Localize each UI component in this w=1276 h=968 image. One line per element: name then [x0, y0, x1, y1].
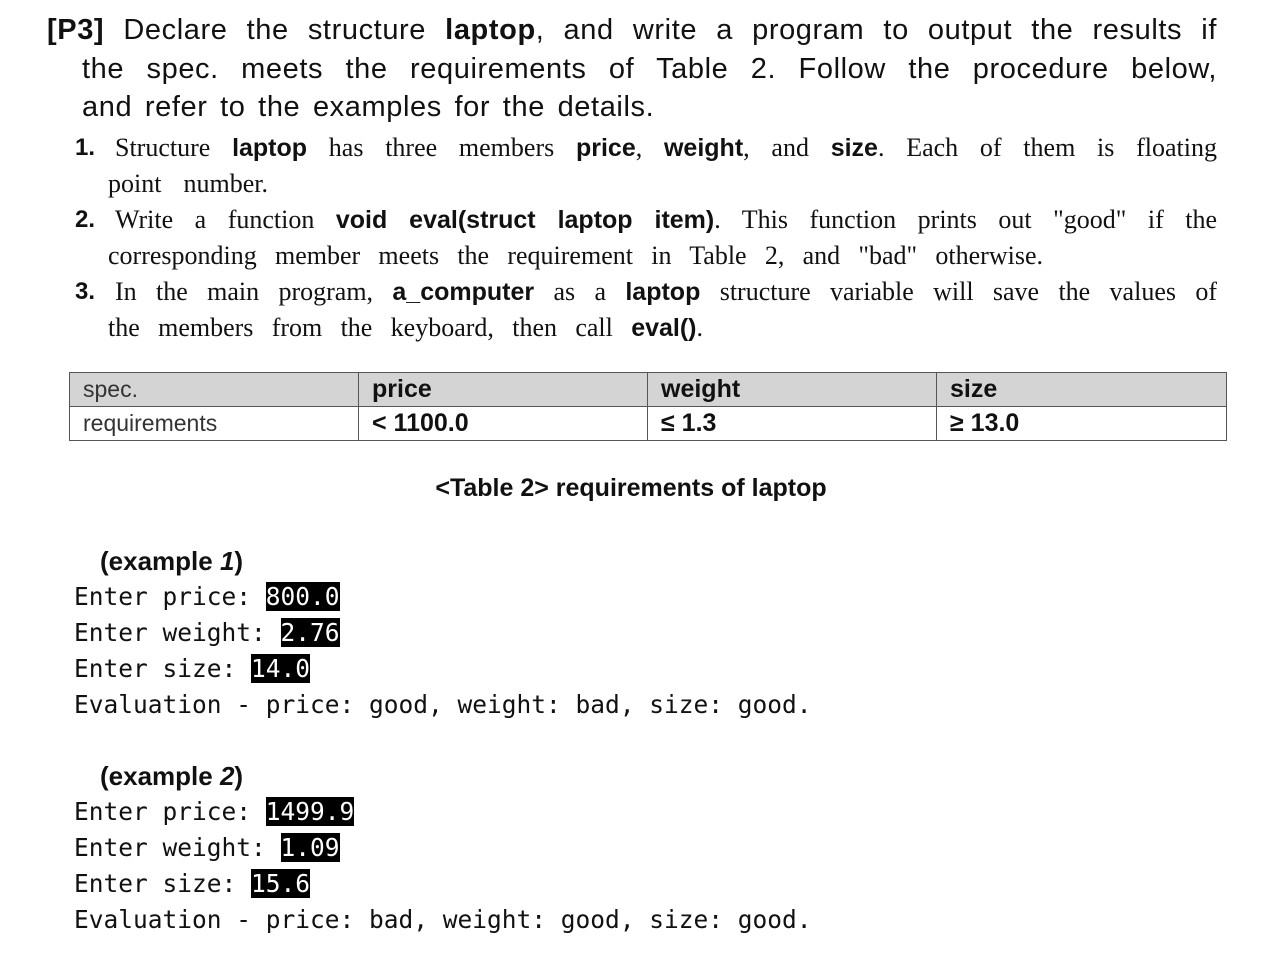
- prompt-text: Enter price:: [74, 797, 266, 826]
- text-span: corresponding member meets the requireme…: [108, 241, 1043, 270]
- prompt-line: Enter price: 800.0: [74, 582, 340, 611]
- example-label: (example 2): [100, 761, 243, 792]
- text-span: structure variable will save the values …: [700, 277, 1217, 306]
- table-caption: <Table 2> requirements of laptop: [435, 474, 827, 502]
- evaluation-output: Evaluation - price: good, weight: bad, s…: [74, 690, 812, 719]
- table-cell: requirements: [69, 406, 359, 441]
- table-cell: ≥ 13.0: [936, 406, 1227, 441]
- prompt-text: Enter weight:: [74, 833, 281, 862]
- text-span: the members from the keyboard, then call: [108, 313, 632, 342]
- text-span: the spec. meets the requirements of Tabl…: [82, 53, 1217, 85]
- text-span: Declare the structure: [104, 14, 446, 46]
- item-number: 2.: [75, 206, 96, 233]
- text-line: [P3] Declare the structure laptop, and w…: [47, 14, 1217, 47]
- bold-term: weight: [663, 134, 744, 162]
- prompt-line: Enter size: 14.0: [74, 654, 311, 683]
- label-text: ): [234, 761, 244, 791]
- text-line: Write a function void eval(struct laptop…: [115, 205, 1217, 235]
- item-number: 1.: [75, 134, 96, 161]
- prompt-line: Enter weight: 2.76: [74, 618, 340, 647]
- prompt-line: Enter size: 15.6: [74, 869, 311, 898]
- bold-term: laptop: [445, 14, 536, 46]
- prompt-line: Enter weight: 1.09: [74, 833, 340, 862]
- header-cell: price: [358, 372, 648, 407]
- text-span: .: [696, 313, 704, 342]
- text-line: point number.: [108, 169, 268, 199]
- text-span: . This function prints out "good" if the: [714, 205, 1217, 234]
- label-text: (example: [100, 546, 220, 576]
- text-line: corresponding member meets the requireme…: [108, 241, 1043, 271]
- bold-term: void eval(struct laptop item): [335, 206, 715, 234]
- text-line: and refer to the examples for the detail…: [82, 91, 1217, 124]
- text-span: point number.: [108, 169, 268, 198]
- prompt-line: Enter price: 1499.9: [74, 797, 355, 826]
- bold-term: eval(): [631, 314, 697, 342]
- example-number: 1: [219, 546, 235, 576]
- label-text: ): [234, 546, 244, 576]
- bold-term: a_computer: [392, 278, 535, 306]
- text-span: , and: [743, 133, 831, 162]
- text-span: as a: [534, 277, 626, 306]
- user-input: 800.0: [265, 582, 340, 611]
- user-input: 2.76: [280, 618, 340, 647]
- text-line: the spec. meets the requirements of Tabl…: [82, 53, 1217, 86]
- bold-term: laptop: [625, 278, 701, 306]
- example-number: 2: [219, 761, 235, 791]
- prompt-text: Enter size:: [74, 654, 252, 683]
- example-label: (example 1): [100, 546, 243, 577]
- text-line: In the main program, a_computer as a lap…: [115, 277, 1217, 307]
- header-cell: weight: [647, 372, 937, 407]
- text-span: Structure: [115, 133, 233, 162]
- text-span: In the main program,: [115, 277, 393, 306]
- prompt-text: Enter price:: [74, 582, 266, 611]
- bold-term: size: [830, 134, 878, 162]
- user-input: 1499.9: [265, 797, 355, 826]
- table-cell: < 1100.0: [358, 406, 648, 441]
- user-input: 15.6: [251, 869, 311, 898]
- prompt-text: Enter size:: [74, 869, 252, 898]
- prompt-text: Enter weight:: [74, 618, 281, 647]
- table-header-row: spec. price weight size: [69, 372, 1227, 407]
- text-span: , and write a program to output the resu…: [535, 14, 1217, 46]
- text-span: and refer to the examples for the detail…: [82, 91, 655, 123]
- requirements-table: spec. price weight size requirements < 1…: [69, 372, 1227, 441]
- bold-term: [P3]: [47, 14, 105, 46]
- bold-term: price: [575, 134, 636, 162]
- user-input: 1.09: [280, 833, 340, 862]
- table-row: requirements < 1100.0 ≤ 1.3 ≥ 13.0: [69, 406, 1227, 441]
- header-cell: spec.: [69, 372, 359, 407]
- bold-term: laptop: [232, 134, 308, 162]
- text-span: ,: [635, 133, 664, 162]
- item-number: 3.: [75, 278, 96, 305]
- table-cell: ≤ 1.3: [647, 406, 937, 441]
- text-span: Write a function: [115, 205, 336, 234]
- text-line: Structure laptop has three members price…: [115, 133, 1217, 163]
- label-text: (example: [100, 761, 220, 791]
- text-span: . Each of them is floating: [877, 133, 1217, 162]
- evaluation-output: Evaluation - price: bad, weight: good, s…: [74, 905, 812, 934]
- header-cell: size: [936, 372, 1227, 407]
- text-line: the members from the keyboard, then call…: [108, 313, 703, 343]
- text-span: has three members: [307, 133, 576, 162]
- user-input: 14.0: [251, 654, 311, 683]
